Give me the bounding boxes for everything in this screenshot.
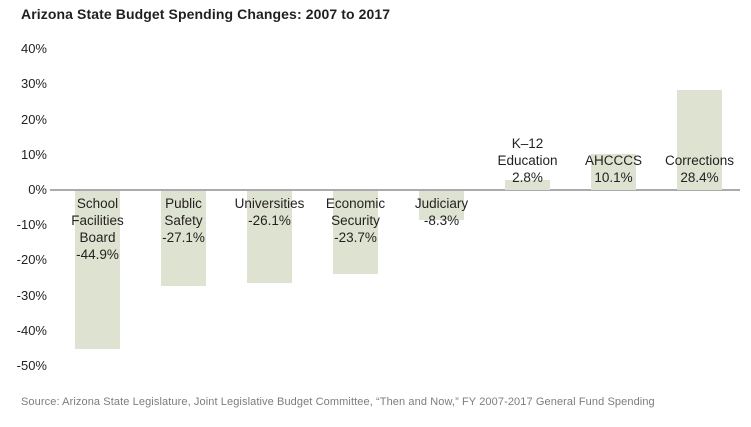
- bar-label-line: Education: [497, 153, 558, 168]
- y-tick-label-20: -20%: [16, 252, 47, 268]
- bar-label-universities: Universities -26.1%: [210, 195, 330, 229]
- y-tick-label-30: 30%: [20, 76, 47, 92]
- bar-economic-security: [333, 191, 378, 275]
- y-tick-label-0: 0%: [28, 182, 47, 197]
- bar-label-economic-security: Economic Security -23.7%: [296, 195, 416, 246]
- bar-public-safety: [161, 191, 206, 287]
- bar-label-line: Universities: [234, 196, 305, 211]
- bar-k-12-education: [505, 180, 550, 190]
- bar-label-line: Economic: [325, 196, 386, 211]
- bar-judiciary: [419, 191, 464, 221]
- y-tick-label-30: -30%: [16, 287, 47, 303]
- bar-label-ahcccs: AHCCCS 10.1%: [554, 152, 674, 186]
- y-tick-label-40: 40%: [20, 41, 47, 57]
- bar-label-line: Facilities: [71, 213, 124, 228]
- bar-label-line: 10.1%: [594, 170, 633, 185]
- bar-label-line: -27.1%: [162, 230, 205, 245]
- plot-area: 40% 30% 20% 10% 0% -10% -20% -30% -40% -50% School…: [16, 41, 751, 373]
- y-tick-label-50: -50%: [16, 358, 47, 373]
- bar-label-line: -26.1%: [248, 213, 291, 228]
- bar-school-facilities-board: [75, 191, 120, 350]
- bar-label-line: Judiciary: [414, 196, 469, 211]
- y-tick-label-40: -40%: [16, 322, 47, 338]
- bar-label-line: Public: [165, 196, 202, 211]
- bar-corrections: [677, 90, 722, 190]
- bar-label-school-facilities-board: School Facilities Board -44.9%: [38, 195, 158, 263]
- y-tick-label-10: -10%: [16, 217, 47, 233]
- chart-title: Arizona State Budget Spending Changes: 2…: [21, 6, 391, 22]
- bar-label-line: K–12: [511, 136, 544, 151]
- bar-universities: [247, 191, 292, 283]
- bar-label-line: Board: [79, 230, 116, 245]
- source-note: Source: Arizona State Legislature, Joint…: [21, 396, 655, 408]
- bar-label-line: -8.3%: [423, 213, 460, 228]
- bar-label-corrections: Corrections 28.4%: [640, 152, 751, 186]
- bar-label-line: Safety: [164, 213, 203, 228]
- bar-label-line: 2.8%: [512, 170, 543, 185]
- bar-label-line: School: [76, 196, 119, 211]
- bar-label-line: Security: [331, 213, 380, 228]
- bar-label-k-12-education: K–12 Education 2.8%: [468, 135, 588, 186]
- bar-label-public-safety: Public Safety -27.1%: [124, 195, 244, 246]
- bar-ahcccs: [591, 154, 636, 190]
- y-tick-label-20: 20%: [20, 111, 47, 127]
- bar-label-line: -23.7%: [334, 230, 377, 245]
- bar-label-line: 28.4%: [680, 170, 719, 185]
- bar-label-line: -44.9%: [76, 247, 119, 262]
- bar-label-line: Corrections: [664, 153, 735, 168]
- zero-axis-line: [50, 189, 740, 191]
- bar-label-line: AHCCCS: [584, 153, 642, 168]
- bar-label-judiciary: Judiciary -8.3%: [382, 195, 502, 229]
- y-tick-label-10: 10%: [20, 146, 47, 162]
